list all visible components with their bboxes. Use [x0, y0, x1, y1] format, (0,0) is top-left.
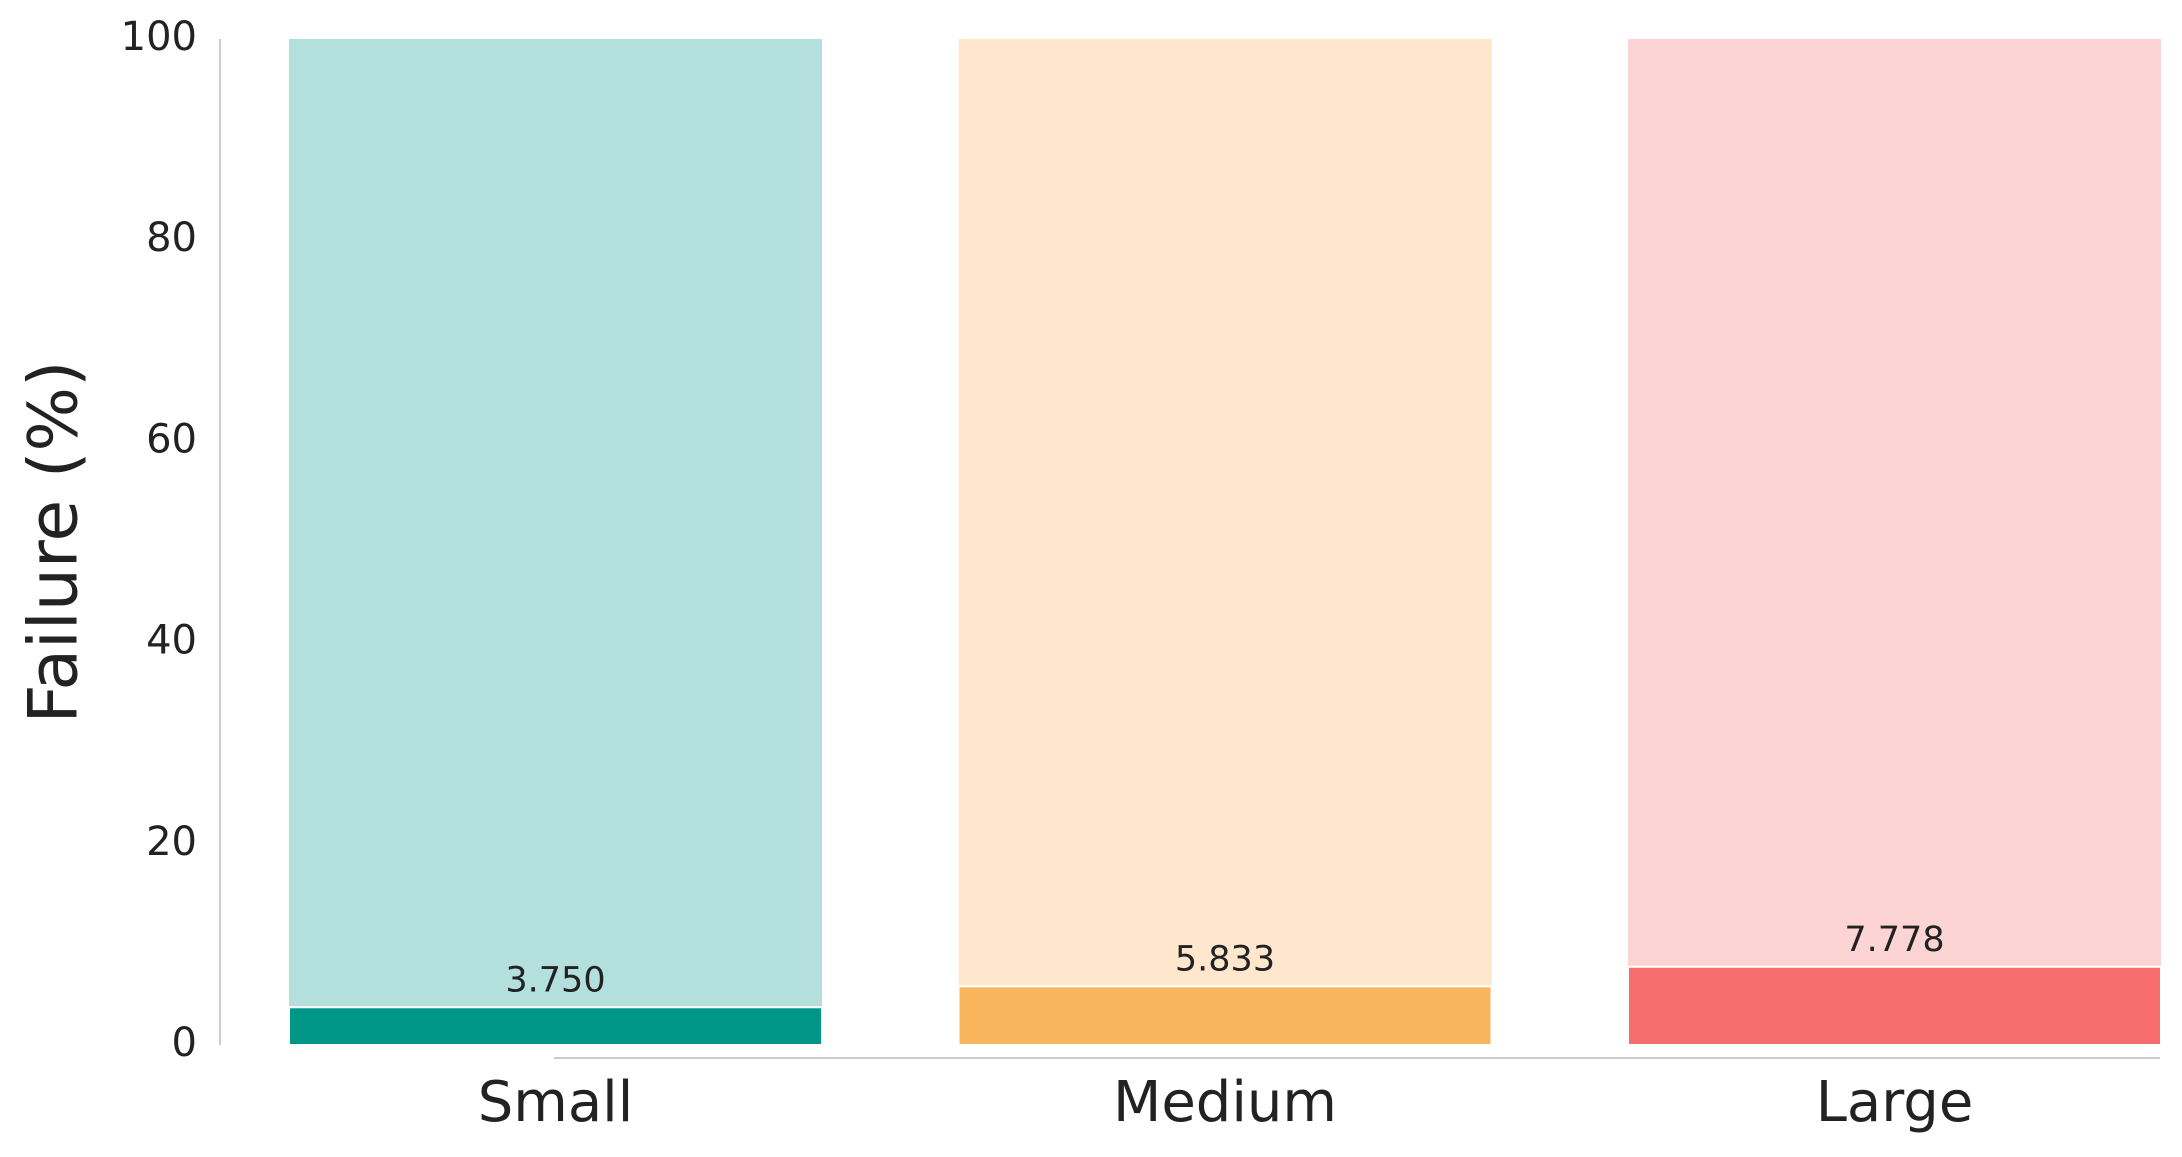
y-axis-label: Failure (%)	[15, 360, 94, 723]
value-label: 7.778	[1844, 920, 1944, 960]
value-label: 5.833	[1175, 939, 1275, 979]
x-tick-label: Medium	[1113, 1070, 1337, 1135]
x-tick-label: Large	[1816, 1070, 1974, 1135]
bar	[1627, 965, 2162, 1046]
total-bar	[289, 39, 822, 1045]
value-label: 3.750	[505, 960, 605, 1000]
y-tick-label: 60	[146, 416, 197, 462]
y-tick-label: 0	[172, 1020, 197, 1066]
y-tick-label: 80	[146, 215, 197, 261]
x-tick-label: Small	[478, 1070, 634, 1135]
bar	[288, 1006, 823, 1047]
total-bar	[1628, 39, 2161, 1045]
y-tick-label: 20	[146, 819, 197, 865]
total-bar	[958, 39, 1492, 1045]
y-tick-label: 100	[121, 14, 197, 60]
bar	[957, 985, 1493, 1046]
y-tick-label: 40	[146, 618, 197, 664]
